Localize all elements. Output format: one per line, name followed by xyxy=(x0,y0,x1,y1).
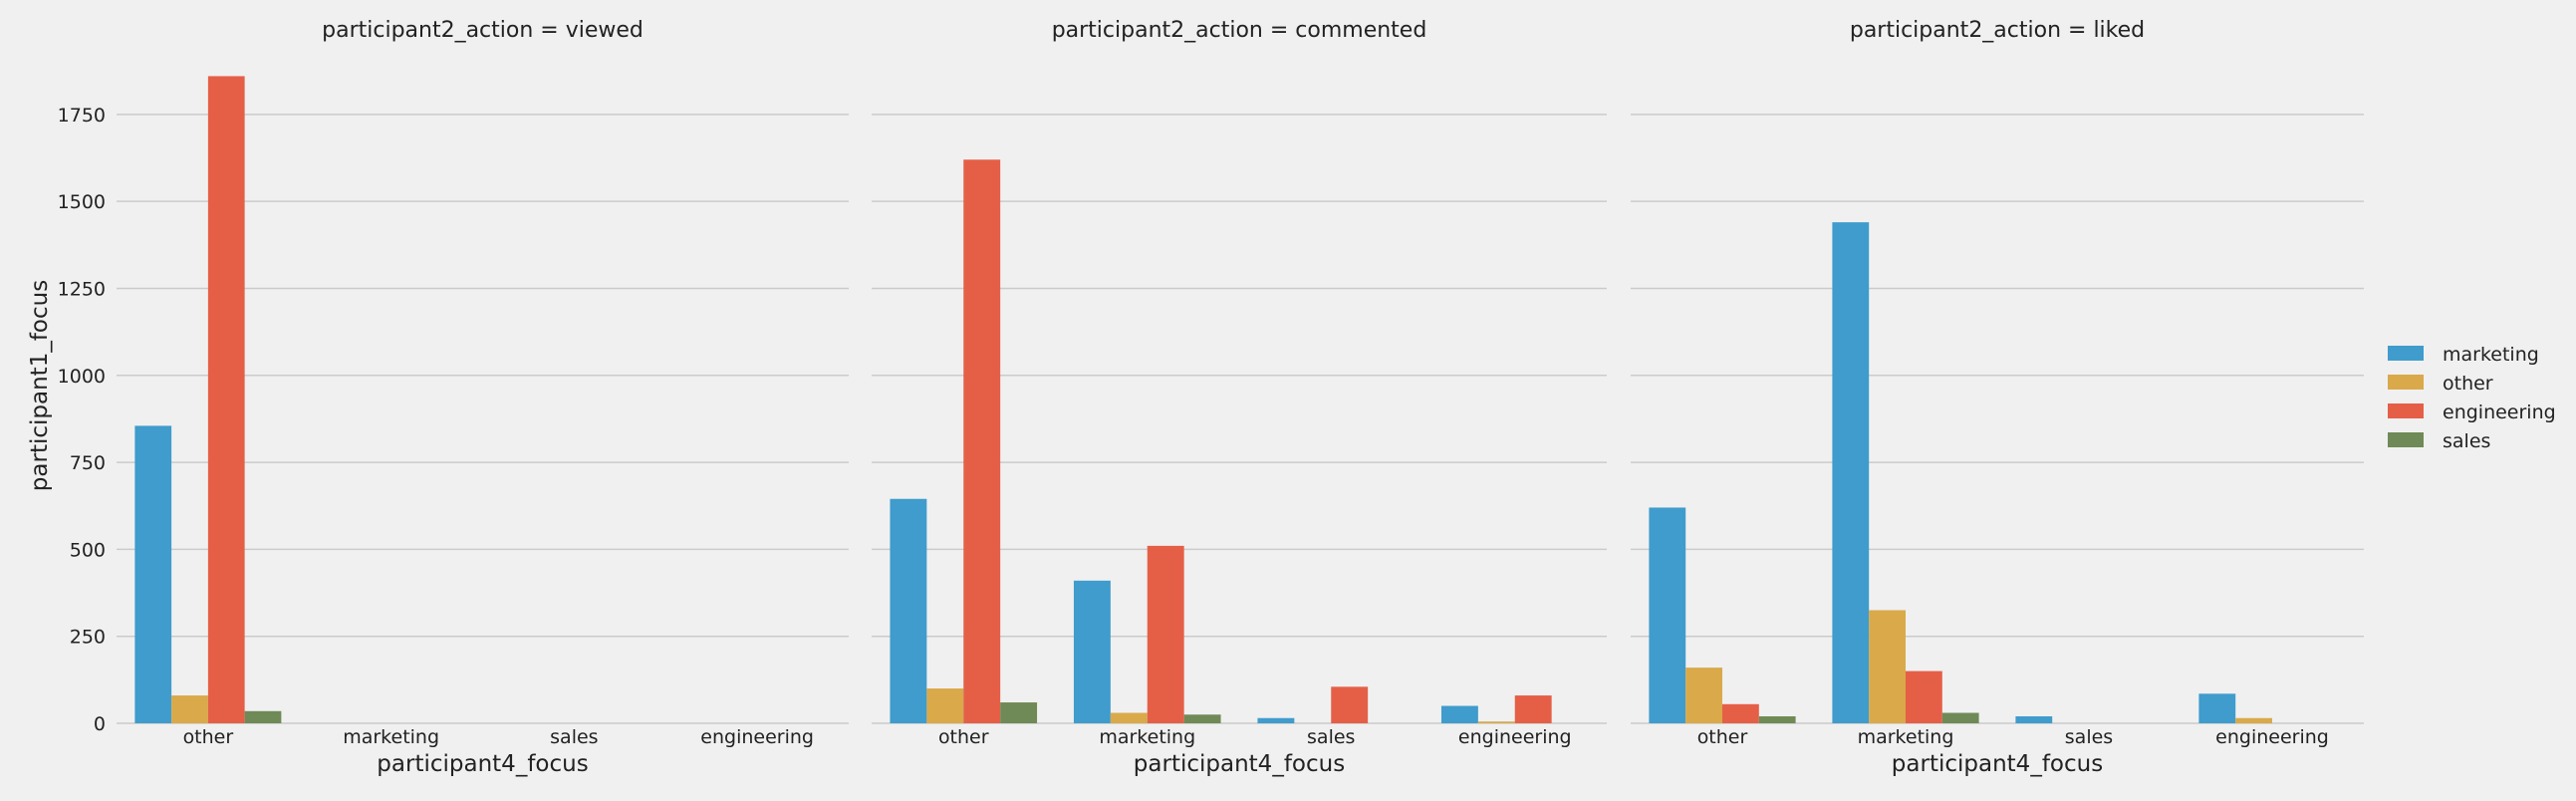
bar-engineering xyxy=(1906,670,1942,723)
legend-swatch-marketing xyxy=(2388,346,2424,361)
bar-other xyxy=(1477,721,1515,723)
bar-engineering xyxy=(1147,545,1184,723)
y-tick-label: 0 xyxy=(94,713,106,735)
bar-other xyxy=(2235,717,2272,723)
legend-label-sales: sales xyxy=(2443,430,2490,452)
bar-sales xyxy=(1941,712,1979,723)
legend-label-marketing: marketing xyxy=(2443,344,2539,366)
bar-other xyxy=(926,688,964,723)
bar-engineering xyxy=(1331,686,1369,723)
bar-other xyxy=(1685,668,1722,723)
bar-engineering xyxy=(1514,695,1552,723)
y-tick-label: 250 xyxy=(70,627,106,649)
bar-sales xyxy=(1183,714,1221,723)
x-axis-label: participant4_focus xyxy=(377,751,588,777)
panel-title: participant2_action = liked xyxy=(1850,18,2145,43)
bar-engineering xyxy=(1722,703,1759,723)
x-tick-label: other xyxy=(1697,726,1748,748)
x-tick-label: sales xyxy=(550,726,598,748)
y-tick-label: 500 xyxy=(70,539,106,561)
x-axis-label: participant4_focus xyxy=(1892,751,2103,777)
bar-marketing xyxy=(2198,693,2236,723)
x-tick-label: sales xyxy=(2065,726,2113,748)
bar-engineering xyxy=(207,76,245,723)
bar-engineering xyxy=(963,159,1001,723)
bar-sales xyxy=(244,710,282,723)
x-tick-label: engineering xyxy=(2215,726,2329,748)
y-axis-label: participant1_focus xyxy=(27,280,53,491)
bar-marketing xyxy=(1073,580,1111,723)
bar-marketing xyxy=(890,498,927,723)
x-tick-label: other xyxy=(938,726,989,748)
bar-marketing xyxy=(1257,717,1295,723)
y-tick-label: 1750 xyxy=(58,105,106,127)
bar-sales xyxy=(1000,702,1038,723)
y-tick-label: 1000 xyxy=(58,366,106,388)
legend-swatch-sales xyxy=(2388,432,2424,447)
bar-marketing xyxy=(1440,705,1478,723)
x-tick-label: marketing xyxy=(1858,726,1954,748)
x-tick-label: engineering xyxy=(1458,726,1572,748)
y-tick-label: 1500 xyxy=(58,191,106,213)
bar-marketing xyxy=(1649,507,1686,723)
y-tick-label: 750 xyxy=(70,452,106,474)
x-axis-label: participant4_focus xyxy=(1134,751,1345,777)
legend-label-other: other xyxy=(2443,373,2493,395)
bar-other xyxy=(171,695,208,723)
x-tick-label: marketing xyxy=(1099,726,1195,748)
legend-label-engineering: engineering xyxy=(2443,401,2556,423)
x-tick-label: marketing xyxy=(343,726,439,748)
bar-marketing xyxy=(2015,716,2053,723)
x-tick-label: other xyxy=(183,726,234,748)
y-tick-label: 1250 xyxy=(58,278,106,300)
x-tick-label: sales xyxy=(1307,726,1355,748)
bar-other xyxy=(1110,712,1148,723)
panel-title: participant2_action = commented xyxy=(1052,18,1427,43)
bar-marketing xyxy=(134,425,172,723)
bar-sales xyxy=(1758,716,1796,723)
bar-other xyxy=(1869,610,1906,723)
x-tick-label: engineering xyxy=(700,726,814,748)
bar-marketing xyxy=(1832,222,1870,723)
panel-title: participant2_action = viewed xyxy=(322,18,644,43)
legend-swatch-engineering xyxy=(2388,403,2424,418)
legend-swatch-other xyxy=(2388,375,2424,390)
